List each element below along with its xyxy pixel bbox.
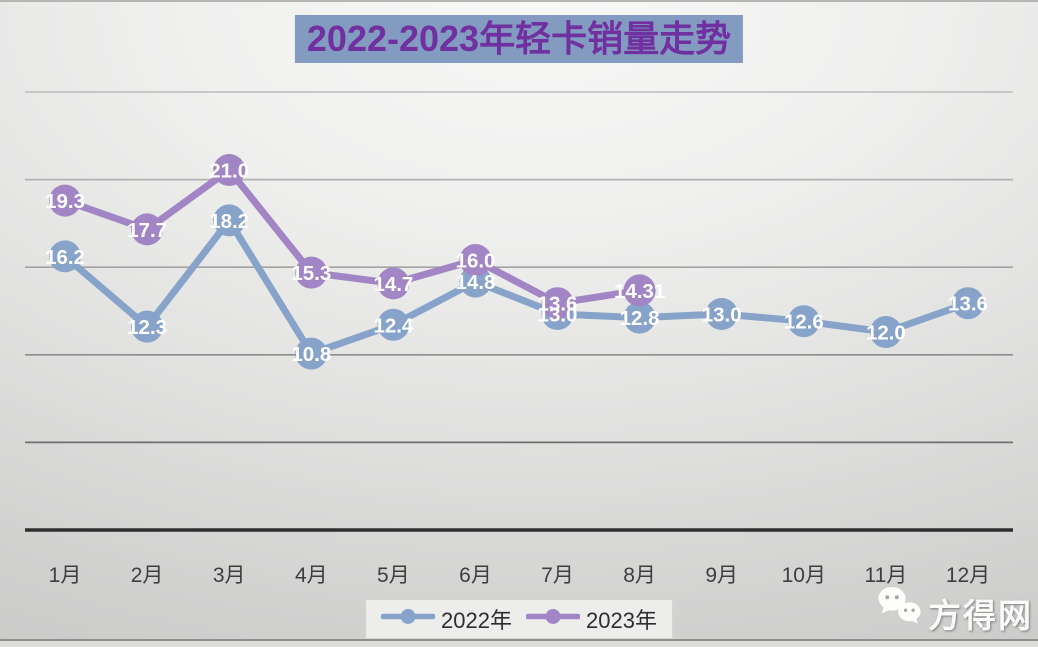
- data-point-label: 15.3: [291, 262, 331, 285]
- data-point-label: 16.0: [456, 250, 496, 273]
- legend-item: 2023年: [519, 603, 664, 635]
- data-point-label: 10.8: [291, 343, 331, 366]
- data-point-marker: [295, 256, 328, 289]
- x-tick-label: 3月: [213, 564, 246, 587]
- data-point-marker: [869, 316, 902, 348]
- data-point-label: 21.0: [209, 160, 249, 183]
- x-tick-label: 2月: [131, 564, 164, 587]
- data-point-marker: [952, 287, 984, 320]
- x-tick-label: 5月: [377, 564, 410, 587]
- data-point-marker: [459, 244, 492, 276]
- x-tick-label: 9月: [705, 564, 738, 587]
- chart-title-banner: 2022-2023年轻卡销量走势: [294, 15, 744, 63]
- data-point-label: 19.3: [45, 190, 85, 213]
- x-tick-label: 1月: [49, 564, 82, 587]
- data-point-label: 12.3: [127, 316, 167, 339]
- data-point-label: 12.6: [784, 311, 824, 334]
- x-tick-label: 7月: [541, 564, 574, 587]
- data-point-label: 12.0: [866, 322, 906, 345]
- x-tick-label: 12月: [946, 564, 990, 587]
- data-point-marker: [49, 240, 81, 273]
- data-point-label: 17.7: [127, 219, 167, 242]
- data-point-marker: [787, 305, 820, 338]
- data-point-label: 18.2: [209, 210, 249, 233]
- legend-label: 2023年: [586, 608, 657, 633]
- data-point-marker: [295, 337, 328, 370]
- data-point-marker: [49, 184, 81, 217]
- data-point-marker: [131, 310, 164, 343]
- x-tick-label: 4月: [295, 564, 328, 587]
- data-point-marker: [213, 154, 246, 186]
- legend-line-marker-icon: [380, 608, 436, 630]
- data-point-label: 13.6: [948, 293, 988, 316]
- x-tick-label: 11月: [864, 564, 907, 587]
- watermark-text: 方得网: [928, 596, 1033, 634]
- chart-title: 2022-2023年轻卡销量走势: [306, 18, 732, 59]
- data-point-label: 16.2: [45, 246, 85, 269]
- data-point-label: 14.31: [614, 280, 665, 303]
- x-tick-label: 10月: [782, 564, 826, 587]
- data-point-marker: [131, 213, 164, 246]
- legend-line-marker-icon: [525, 608, 581, 630]
- legend-item: 2022年: [374, 603, 519, 635]
- series-line: [61, 216, 972, 358]
- data-point-marker: [623, 301, 656, 334]
- data-point-label: 13.0: [702, 304, 742, 327]
- watermark: 方得网: [877, 585, 1033, 640]
- chart-legend: 2022年 2023年: [365, 599, 673, 639]
- data-point-marker: [541, 287, 574, 320]
- data-point-label: 13.0: [538, 304, 578, 327]
- x-tick-label: 8月: [623, 564, 656, 587]
- data-point-label: 14.8: [456, 271, 496, 294]
- data-point-marker: [377, 308, 410, 341]
- data-point-marker: [705, 298, 738, 330]
- legend-label: 2022年: [441, 608, 512, 633]
- data-point-label: 12.8: [620, 307, 660, 330]
- data-point-label: 12.4: [373, 314, 413, 337]
- data-point-label: 13.6: [538, 293, 578, 316]
- wechat-icon: [877, 585, 923, 640]
- data-point-marker: [623, 274, 656, 307]
- data-point-marker: [213, 204, 246, 237]
- data-point-marker: [377, 267, 410, 300]
- data-point-label: 14.7: [373, 273, 413, 296]
- x-tick-label: 6月: [459, 564, 492, 587]
